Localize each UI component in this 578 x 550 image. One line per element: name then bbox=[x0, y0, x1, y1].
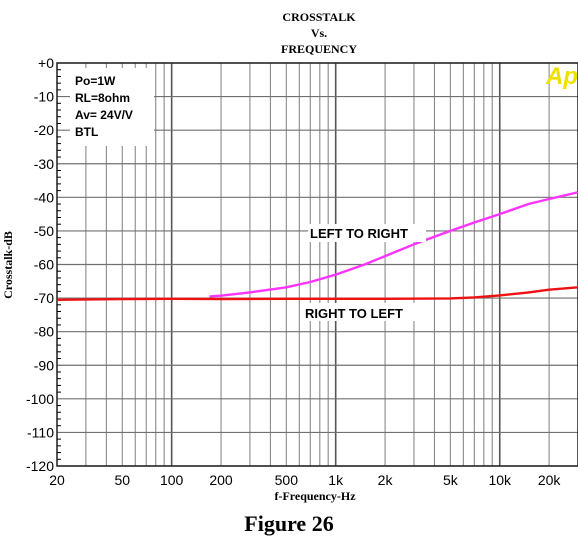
x-tick-label: 2k bbox=[378, 472, 394, 488]
series-line-left-to-right bbox=[209, 191, 578, 298]
series-label-right-to-left: RIGHT TO LEFT bbox=[305, 306, 403, 321]
y-tick-label: -70 bbox=[34, 290, 54, 306]
x-tick-label: 20k bbox=[538, 472, 562, 488]
x-tick-label: 5k bbox=[443, 472, 459, 488]
y-tick-label: -100 bbox=[26, 391, 54, 407]
condition-gain: Av= 24V/V bbox=[75, 108, 133, 122]
x-tick-label: 200 bbox=[209, 472, 233, 488]
x-tick-label: 100 bbox=[160, 472, 184, 488]
y-tick-label: -30 bbox=[34, 156, 54, 172]
condition-power: Po=1W bbox=[75, 74, 116, 88]
y-axis-title: Crosstalk-dB bbox=[1, 231, 15, 299]
x-axis-title: f-Frequency-Hz bbox=[274, 489, 356, 503]
crosstalk-chart: CROSSTALK Vs. FREQUENCY +0 -10 -20 -30 -40 -5… bbox=[1, 10, 578, 503]
ap-logo: Ap bbox=[545, 63, 578, 90]
y-tick-label: -80 bbox=[34, 324, 54, 340]
condition-load: RL=8ohm bbox=[75, 91, 130, 105]
y-tick-label: -50 bbox=[34, 223, 54, 239]
series-label-bg-left-to-right bbox=[308, 224, 426, 242]
series-lines bbox=[56, 191, 578, 301]
chart-title-line-1: CROSSTALK bbox=[282, 10, 356, 24]
series-label-bg-right-to-left bbox=[303, 303, 416, 321]
y-axis-ticks: +0 -10 -20 -30 -40 -50 -60 -70 -80 -90 -100 -110 -12… bbox=[26, 55, 61, 474]
figure-caption: Figure 26 bbox=[244, 511, 334, 536]
chart-title-line-3: FREQUENCY bbox=[281, 42, 357, 56]
x-axis-ticks: 20 50 100 200 500 1k 2k 5k 10k 20k bbox=[49, 472, 561, 488]
series-label-left-to-right: LEFT TO RIGHT bbox=[310, 226, 408, 241]
condition-mode: BTL bbox=[75, 125, 98, 139]
x-tick-label: 1k bbox=[328, 472, 344, 488]
x-tick-label: 10k bbox=[488, 472, 512, 488]
y-tick-label: -60 bbox=[34, 257, 54, 273]
y-tick-label: -20 bbox=[34, 122, 54, 138]
y-tick-label: -90 bbox=[34, 357, 54, 373]
x-tick-label: 50 bbox=[114, 472, 130, 488]
y-tick-label: -10 bbox=[34, 89, 54, 105]
y-tick-label: -40 bbox=[34, 189, 54, 205]
conditions-box bbox=[70, 68, 154, 146]
series-line-right-to-left bbox=[56, 286, 578, 301]
chart-title-line-2: Vs. bbox=[311, 26, 327, 40]
x-tick-label: 20 bbox=[49, 472, 65, 488]
y-tick-label: -110 bbox=[27, 424, 54, 440]
x-tick-label: 500 bbox=[275, 472, 299, 488]
y-tick-label: -120 bbox=[26, 458, 54, 474]
plot-frame bbox=[56, 62, 578, 467]
y-tick-label: +0 bbox=[38, 55, 54, 71]
